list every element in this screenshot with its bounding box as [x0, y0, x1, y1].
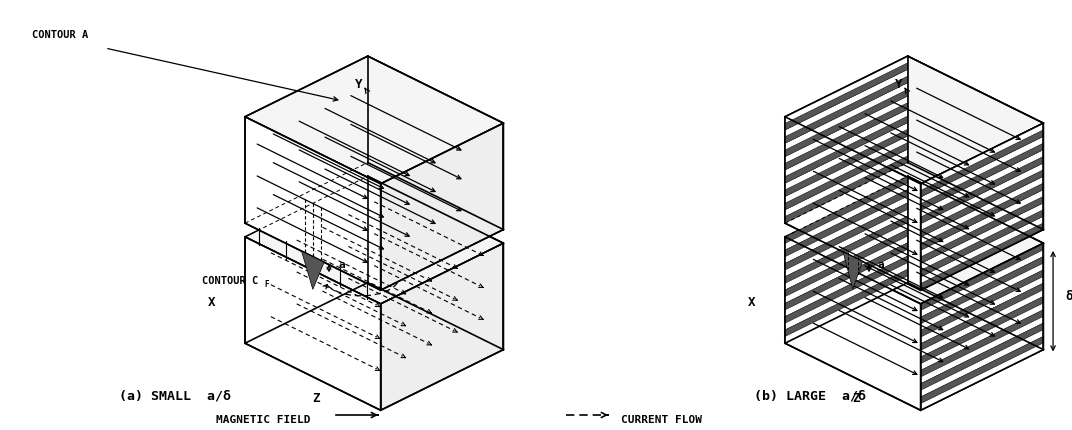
Polygon shape: [785, 216, 908, 283]
Polygon shape: [785, 256, 908, 323]
Text: CURRENT FLOW: CURRENT FLOW: [621, 415, 702, 425]
Polygon shape: [245, 176, 504, 304]
Polygon shape: [921, 203, 1043, 270]
Polygon shape: [785, 56, 908, 123]
Polygon shape: [785, 176, 908, 243]
Polygon shape: [921, 276, 1043, 344]
Polygon shape: [785, 223, 908, 290]
Text: X: X: [208, 296, 215, 309]
Polygon shape: [785, 69, 908, 137]
Polygon shape: [785, 190, 908, 257]
Polygon shape: [921, 290, 1043, 357]
Polygon shape: [368, 56, 504, 230]
Polygon shape: [785, 129, 908, 197]
Polygon shape: [785, 156, 908, 223]
Polygon shape: [921, 343, 1043, 410]
Text: a: a: [877, 260, 884, 270]
Polygon shape: [785, 76, 908, 143]
Text: X: X: [747, 296, 755, 309]
Polygon shape: [785, 103, 908, 170]
Polygon shape: [921, 283, 1043, 350]
Text: F: F: [265, 280, 269, 289]
Polygon shape: [921, 143, 1043, 210]
Polygon shape: [908, 56, 1043, 230]
Polygon shape: [785, 237, 921, 410]
Polygon shape: [921, 123, 1043, 290]
Polygon shape: [921, 163, 1043, 230]
Text: Y: Y: [355, 77, 362, 90]
Polygon shape: [785, 236, 908, 303]
Polygon shape: [921, 196, 1043, 264]
Polygon shape: [921, 330, 1043, 397]
Text: a: a: [338, 260, 345, 270]
Polygon shape: [921, 216, 1043, 283]
Polygon shape: [785, 123, 908, 190]
Polygon shape: [785, 143, 908, 210]
Polygon shape: [921, 157, 1043, 224]
Polygon shape: [381, 123, 504, 290]
Polygon shape: [785, 203, 908, 270]
Text: Y: Y: [894, 77, 902, 90]
Polygon shape: [921, 270, 1043, 337]
Polygon shape: [785, 89, 908, 157]
Polygon shape: [921, 136, 1043, 204]
Text: (b) LARGE  a/δ: (b) LARGE a/δ: [754, 390, 866, 403]
Polygon shape: [785, 63, 908, 130]
Polygon shape: [785, 276, 908, 343]
Polygon shape: [921, 323, 1043, 390]
Polygon shape: [785, 116, 908, 183]
Polygon shape: [921, 250, 1043, 317]
Polygon shape: [921, 336, 1043, 404]
Polygon shape: [785, 83, 908, 150]
Polygon shape: [921, 190, 1043, 257]
Polygon shape: [381, 243, 504, 410]
Text: MAGNETIC FIELD: MAGNETIC FIELD: [215, 415, 311, 425]
Polygon shape: [921, 243, 1043, 410]
Polygon shape: [785, 183, 908, 250]
Polygon shape: [245, 56, 504, 184]
Polygon shape: [908, 176, 1043, 350]
Text: CONTOUR A: CONTOUR A: [32, 30, 88, 40]
Polygon shape: [785, 149, 908, 217]
Polygon shape: [785, 56, 1043, 184]
Polygon shape: [921, 257, 1043, 324]
Polygon shape: [245, 237, 381, 410]
Text: (a) SMALL  a/δ: (a) SMALL a/δ: [119, 390, 230, 403]
Polygon shape: [785, 196, 908, 264]
Polygon shape: [785, 96, 908, 163]
Text: CONTOUR C: CONTOUR C: [203, 276, 258, 286]
Polygon shape: [921, 303, 1043, 370]
Polygon shape: [921, 296, 1043, 364]
Polygon shape: [921, 263, 1043, 331]
Polygon shape: [921, 183, 1043, 250]
Polygon shape: [785, 243, 908, 310]
Polygon shape: [785, 263, 908, 330]
Polygon shape: [843, 252, 863, 289]
Polygon shape: [921, 316, 1043, 384]
Polygon shape: [785, 249, 908, 316]
Polygon shape: [785, 209, 908, 277]
Polygon shape: [785, 136, 908, 203]
Text: Z: Z: [852, 392, 860, 405]
Polygon shape: [921, 130, 1043, 197]
Polygon shape: [245, 117, 381, 290]
Polygon shape: [921, 170, 1043, 237]
Polygon shape: [921, 223, 1043, 290]
Polygon shape: [785, 117, 921, 290]
Polygon shape: [921, 123, 1043, 190]
Text: Z: Z: [312, 392, 319, 405]
Polygon shape: [368, 176, 504, 350]
Polygon shape: [785, 229, 908, 297]
Text: δ: δ: [1066, 290, 1072, 303]
Polygon shape: [921, 310, 1043, 377]
Polygon shape: [921, 209, 1043, 277]
Polygon shape: [921, 176, 1043, 244]
Polygon shape: [301, 251, 324, 289]
Polygon shape: [785, 176, 1043, 304]
Polygon shape: [785, 269, 908, 337]
Polygon shape: [921, 243, 1043, 310]
Polygon shape: [921, 150, 1043, 217]
Polygon shape: [785, 109, 908, 177]
